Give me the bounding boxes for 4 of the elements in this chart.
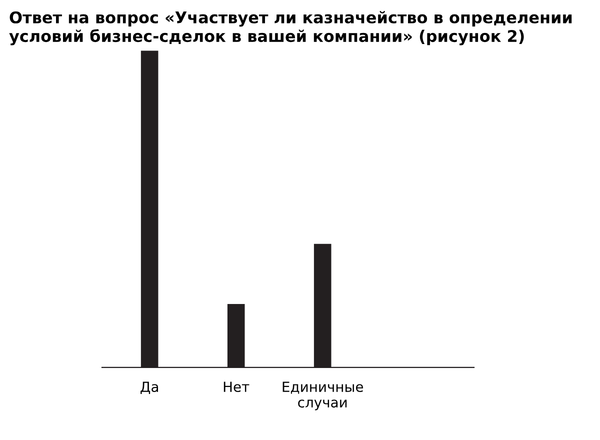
x-tick-label: Нет xyxy=(224,382,250,392)
chart-title: Ответ на вопрос «Участвует ли казначейство в определении условий бизнес-сделок в вашей компании» (рисунок 2) xyxy=(9,11,572,46)
x-tick-label: Единичные случаи xyxy=(282,382,364,410)
x-tick-label: Да xyxy=(140,382,158,394)
